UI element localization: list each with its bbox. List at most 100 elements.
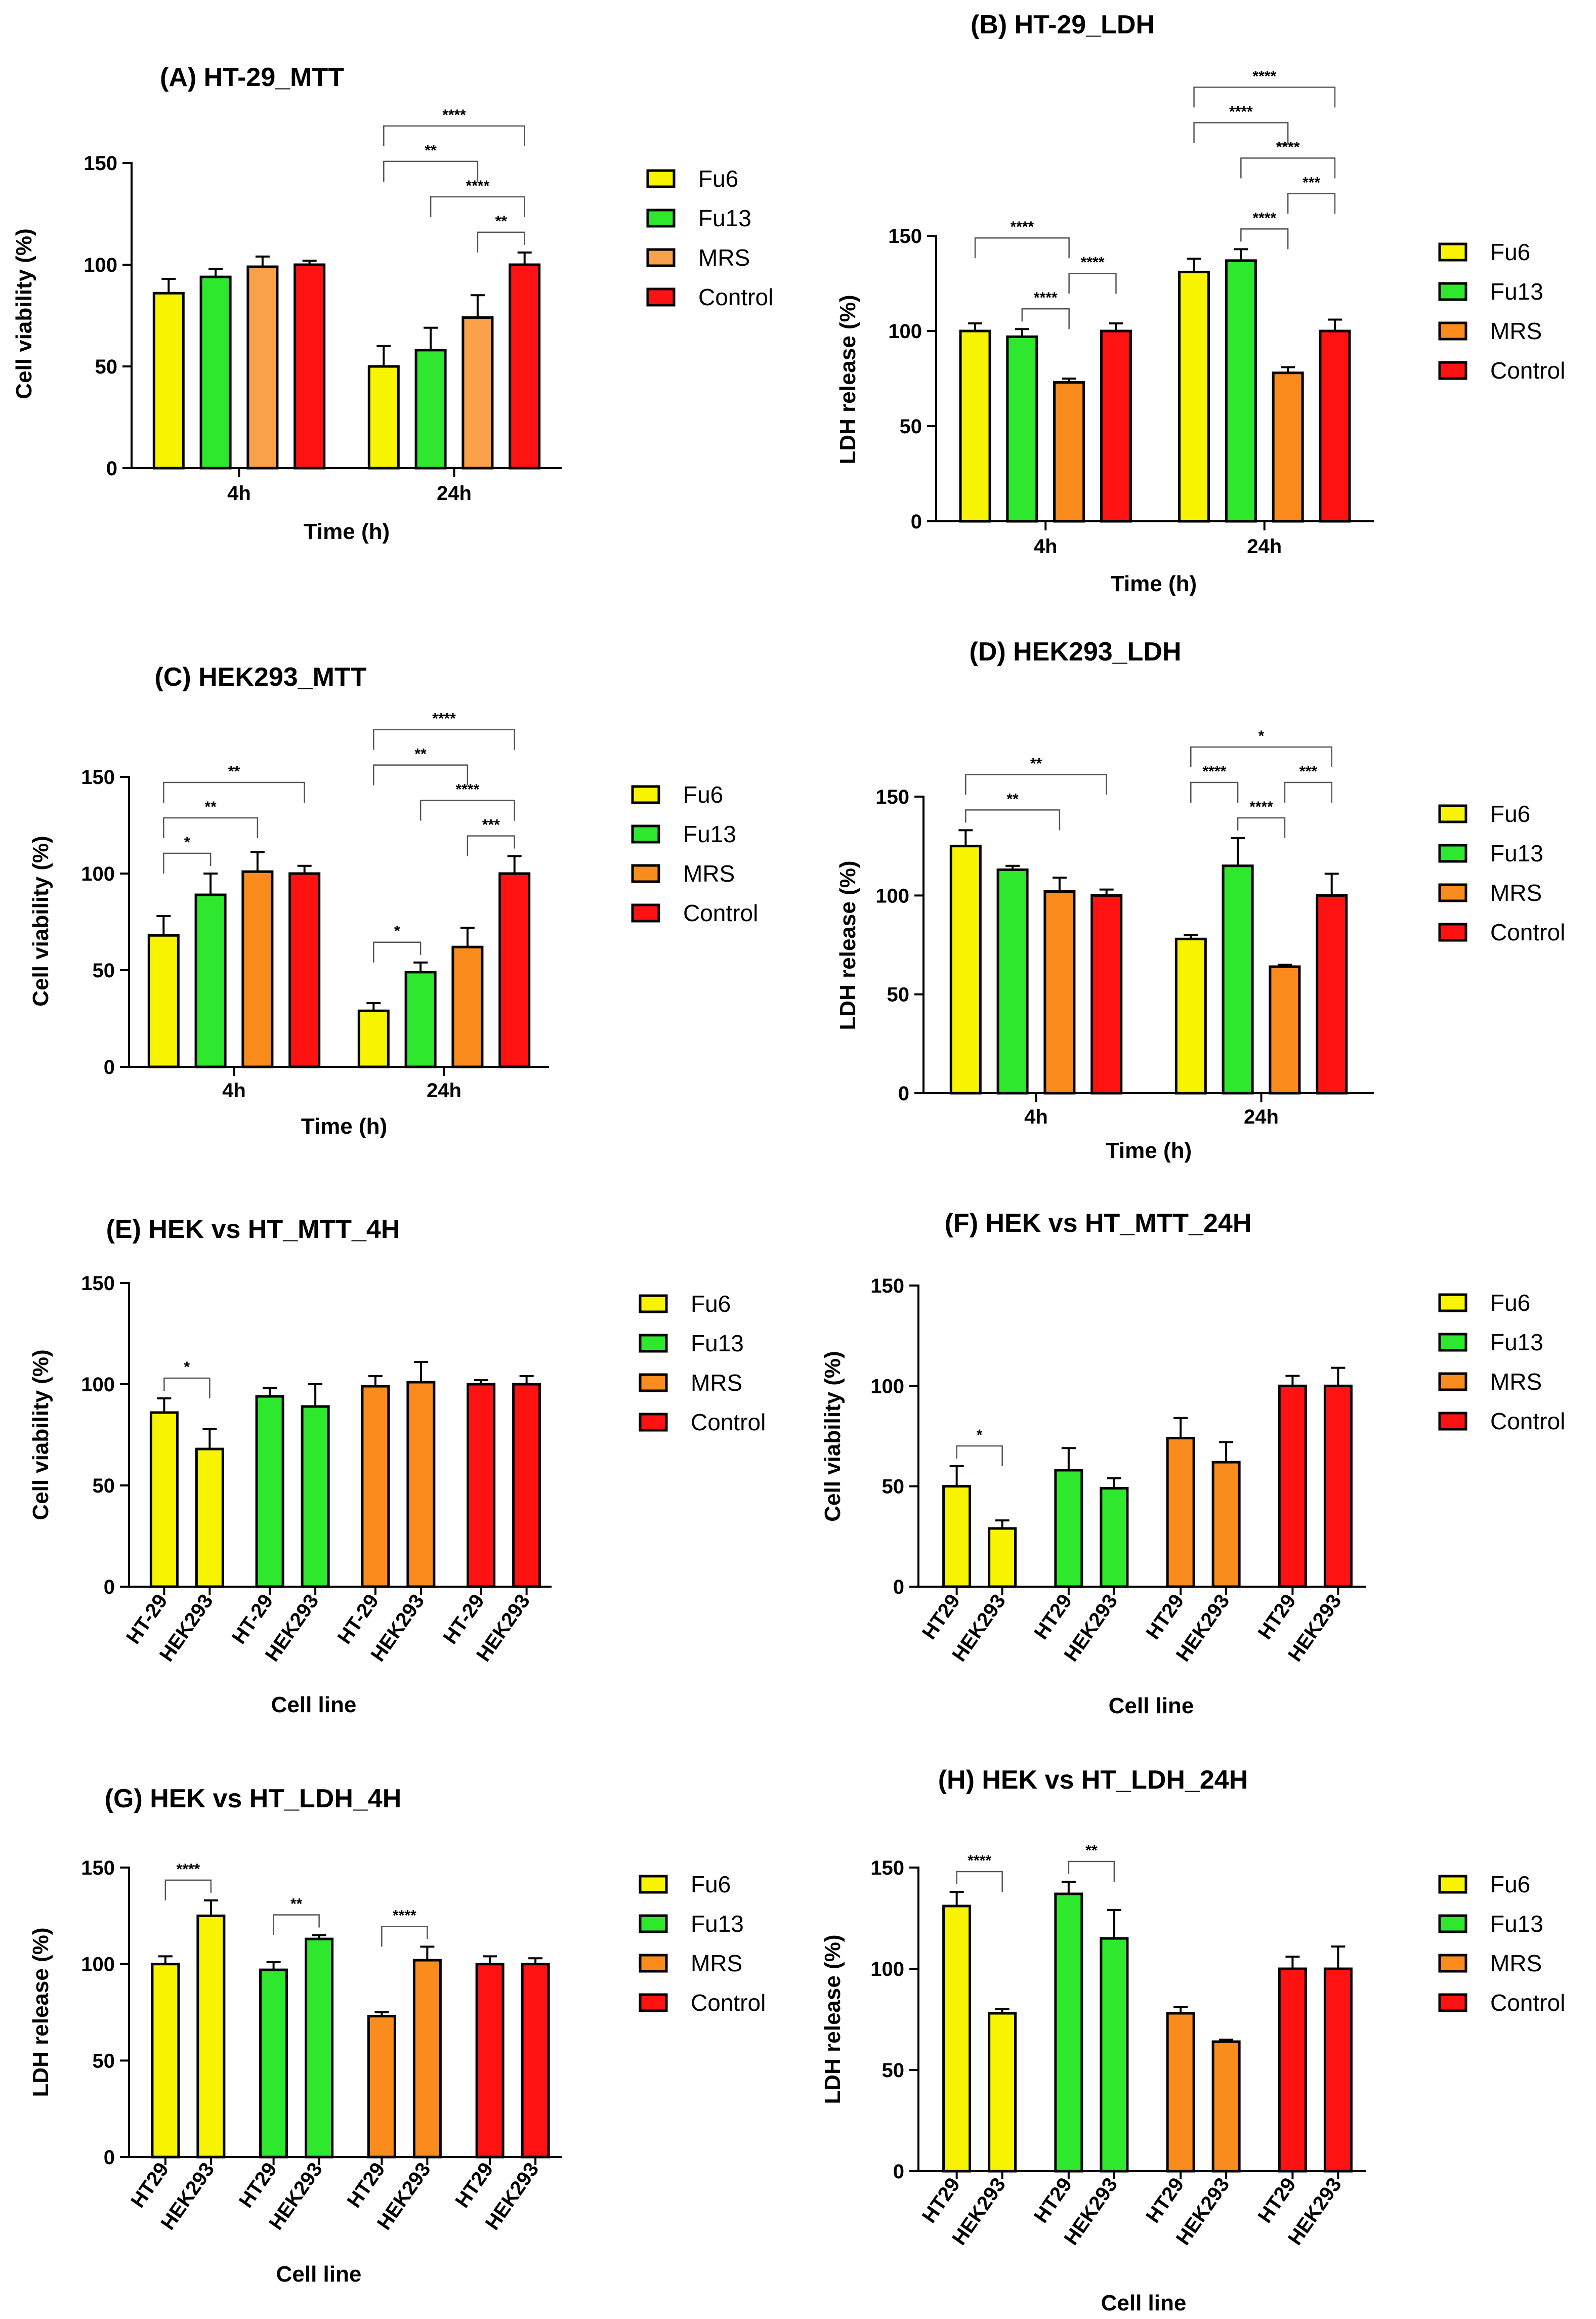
- significance-label: ****: [1010, 219, 1034, 235]
- chart-legend: Fu6 Fu13 MRS Control: [631, 781, 758, 926]
- significance-label: *: [394, 923, 400, 940]
- y-axis-label: Cell viability (%): [12, 228, 36, 399]
- legend-label-fu13: Fu13: [698, 205, 751, 231]
- bar-control-hek293: [1323, 1384, 1353, 1588]
- significance-bracket: [383, 125, 525, 146]
- bar-fu13-hek293: [305, 1937, 334, 2159]
- bar-control-4h: [1100, 329, 1132, 523]
- significance-bracket: [1240, 228, 1289, 250]
- significance-label: ****: [177, 1861, 200, 1878]
- significance-label: ****: [1202, 763, 1226, 780]
- y-axis-label: Cell viability (%): [820, 1351, 845, 1521]
- significance-bracket: [974, 237, 1070, 259]
- x-axis-label: Time (h): [301, 1114, 387, 1139]
- legend-swatch-fu13: [1438, 282, 1467, 301]
- bar-mrs-hek293: [406, 1381, 436, 1588]
- x-axis-label: Cell line: [276, 2262, 362, 2287]
- chart-legend: Fu6 Fu13 MRS Control: [639, 1291, 766, 1435]
- bar-mrs-24h: [1269, 965, 1301, 1095]
- y-tick-label: 0: [893, 2161, 904, 2183]
- legend-swatch-control: [639, 1993, 668, 2012]
- bar-fu13-hek293: [1100, 1937, 1129, 2173]
- x-tick-label: 24h: [437, 482, 472, 505]
- legend-swatch-mrs: [646, 248, 676, 267]
- legend-label-control: Control: [1490, 1408, 1565, 1434]
- significance-label: ****: [1252, 68, 1276, 85]
- bar-mrs-4h: [246, 265, 279, 470]
- bar-fu13-ht29: [1054, 1469, 1083, 1588]
- significance-bracket: [373, 764, 469, 785]
- legend-swatch-control: [1438, 361, 1467, 380]
- legend-swatch-mrs: [639, 1954, 668, 1973]
- y-axis-label: LDH release (%): [835, 860, 860, 1030]
- significance-bracket: [373, 729, 515, 750]
- x-tick-label: HT29: [235, 2159, 281, 2212]
- bar-control-4h: [1090, 894, 1123, 1095]
- legend-label-fu13: Fu13: [1490, 840, 1543, 866]
- chart-panel-a: (A) HT-29_MTT Cell viability (%) 0 50 100 150…: [12, 63, 773, 544]
- y-tick-label: 100: [81, 1954, 115, 1976]
- significance-label: ****: [1229, 103, 1253, 120]
- x-tick-label: HT29: [1030, 2174, 1076, 2227]
- chart-panel-f: (F) HEK vs HT_MTT_24H Cell viability (%) 0…: [820, 1209, 1565, 1718]
- y-tick-label: 50: [95, 356, 118, 378]
- bar-control-24h: [1319, 329, 1351, 523]
- legend-swatch-fu6: [1438, 804, 1467, 823]
- y-tick-label: 50: [882, 2059, 905, 2082]
- bar-fu6-24h: [357, 1009, 390, 1068]
- y-tick-label: 100: [870, 1958, 904, 1980]
- bar-fu6-ht29: [151, 1963, 180, 2159]
- bar-fu6-24h: [367, 365, 400, 470]
- significance-label: ***: [482, 817, 500, 834]
- bar-control-hek293: [512, 1383, 541, 1588]
- significance-bracket: [1240, 157, 1336, 179]
- significance-label: ***: [1303, 174, 1320, 191]
- y-tick-label: 150: [875, 786, 909, 808]
- chart-legend: Fu6 Fu13 MRS Control: [639, 1871, 766, 2016]
- x-tick-label: 24h: [1244, 1106, 1279, 1128]
- bar-fu13-hek293: [301, 1405, 330, 1588]
- bar-fu6-4h: [147, 934, 180, 1068]
- significance-label: **: [1030, 755, 1042, 772]
- legend-swatch-control: [1438, 1993, 1467, 2012]
- y-tick-label: 0: [104, 1576, 115, 1598]
- bar-mrs-4h: [1043, 890, 1076, 1095]
- significance-bracket: [956, 1445, 1003, 1466]
- bar-fu6-24h: [1178, 270, 1210, 523]
- bar-control-ht29: [1278, 1967, 1307, 2173]
- chart-legend: Fu6 Fu13 MRS Control: [646, 165, 773, 310]
- legend-swatch-fu13: [639, 1334, 668, 1353]
- bar-fu6-hek293: [196, 1914, 226, 2159]
- legend-label-mrs: MRS: [1490, 1369, 1542, 1395]
- y-tick-label: 50: [93, 1475, 115, 1497]
- chart-panel-b: (B) HT-29_LDH LDH release (%) 0 50 100 150 4h 2…: [835, 10, 1565, 596]
- legend-label-fu13: Fu13: [1490, 278, 1543, 305]
- bar-fu13-24h: [1222, 864, 1254, 1095]
- x-axis-label: Cell line: [1101, 2291, 1187, 2315]
- y-tick-label: 50: [93, 960, 115, 982]
- x-tick-label: 24h: [427, 1080, 461, 1102]
- x-tick-label: 4h: [227, 482, 251, 505]
- significance-bracket: [383, 160, 479, 182]
- bar-mrs-ht-29: [361, 1385, 390, 1588]
- x-tick-label: HT29: [1254, 2174, 1300, 2227]
- legend-label-control: Control: [698, 284, 773, 310]
- significance-bracket: [163, 1377, 211, 1398]
- legend-swatch-fu13: [1438, 844, 1467, 863]
- bar-fu13-hek293: [1100, 1487, 1129, 1588]
- chart-title: (E) HEK vs HT_MTT_4H: [106, 1215, 400, 1244]
- x-axis-label: Time (h): [1106, 1138, 1192, 1163]
- chart-legend: Fu6 Fu13 MRS Control: [1438, 1290, 1565, 1434]
- bar-control-ht-29: [467, 1383, 496, 1588]
- legend-label-mrs: MRS: [1490, 318, 1542, 344]
- y-axis-label: LDH release (%): [820, 1934, 845, 2104]
- significance-label: ****: [393, 1907, 416, 1924]
- y-tick-label: 50: [900, 416, 922, 438]
- x-tick-label: 24h: [1247, 535, 1282, 558]
- legend-label-fu13: Fu13: [691, 1911, 744, 1937]
- significance-bracket: [1021, 308, 1070, 329]
- bar-fu13-ht-29: [255, 1395, 284, 1588]
- chart-title: (F) HEK vs HT_MTT_24H: [945, 1209, 1252, 1238]
- legend-swatch-control: [1438, 1412, 1467, 1431]
- bar-mrs-hek293: [1211, 2040, 1241, 2173]
